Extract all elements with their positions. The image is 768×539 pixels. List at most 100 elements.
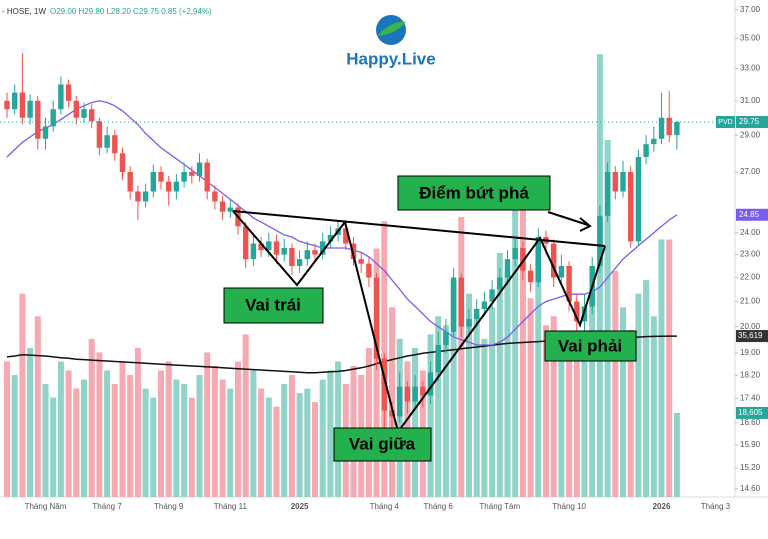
volume-bar: [527, 298, 534, 497]
candle-body: [227, 207, 233, 212]
candle-body: [635, 156, 642, 242]
volume-tag: [736, 406, 768, 419]
candle-body: [112, 135, 118, 154]
candle-body: [150, 172, 156, 192]
volume-bar: [596, 54, 603, 498]
candle-body: [466, 318, 472, 327]
x-tick-label: Tháng 6: [424, 502, 454, 511]
volume-bar: [535, 248, 542, 497]
volume-bar: [635, 293, 642, 497]
x-tick-label: Tháng 11: [214, 502, 248, 511]
candle-body: [489, 289, 495, 302]
volume-bar: [211, 365, 218, 497]
candle-body: [404, 386, 411, 402]
volume-bar: [165, 361, 172, 497]
volume-bar: [519, 207, 526, 497]
candle-body: [666, 117, 672, 136]
annotation-breakout: Điểm bứt phá: [397, 175, 551, 211]
candle-body: [497, 277, 503, 290]
volume-bar: [543, 325, 549, 497]
y-tick-label: 37.00: [740, 5, 761, 14]
logo: Happy.Live: [346, 15, 436, 68]
volume-bar: [50, 397, 57, 497]
volume-bar: [158, 370, 164, 497]
y-tick-label: 21.00: [740, 297, 761, 306]
volume-bar: [104, 370, 111, 497]
x-tick-label: Tháng 4: [370, 502, 400, 511]
volume-bar: [288, 375, 295, 497]
candle-body: [535, 237, 541, 283]
candle-body: [173, 181, 180, 192]
candle-body: [181, 172, 187, 182]
volume-bar: [312, 402, 318, 497]
volume-bar: [558, 347, 565, 497]
candle-body: [366, 263, 372, 278]
candle-body: [420, 386, 426, 396]
logo-text: Happy.Live: [346, 49, 435, 68]
candle-body: [427, 372, 434, 396]
symbol-header: - HOSE, 1W: [2, 7, 46, 16]
candle-body: [296, 259, 303, 266]
candle-body: [4, 100, 10, 110]
x-tick-label: Tháng 7: [92, 502, 122, 511]
candle-body: [135, 191, 141, 202]
candle-body: [258, 243, 264, 251]
candle-body: [389, 410, 395, 417]
annotation-text: Vai phải: [558, 336, 622, 355]
volume-bar: [612, 271, 619, 497]
candle-body: [289, 247, 295, 266]
volume-bar: [450, 280, 457, 497]
annotation-box: [333, 427, 432, 462]
volume-bar: [219, 379, 226, 497]
volume-bar: [673, 412, 680, 497]
volume-bar: [604, 140, 611, 497]
volume-bar: [365, 347, 372, 497]
candle-body: [527, 270, 534, 283]
volume-bar: [442, 325, 449, 497]
candle-body: [651, 138, 657, 145]
candle-body: [127, 172, 133, 192]
volume-bar: [319, 379, 326, 497]
candle-body: [520, 247, 526, 271]
candle-body: [19, 92, 26, 118]
volume-bar: [57, 361, 64, 497]
volume-bar: [19, 293, 26, 497]
volume-bar: [643, 280, 650, 497]
candle-body: [658, 117, 665, 139]
y-tick-label: 17.40: [740, 394, 761, 403]
volume-ma-tag: [736, 330, 768, 343]
candle-body: [250, 243, 257, 260]
volume-bar: [235, 361, 241, 497]
price-tag: [736, 116, 768, 129]
annotation-right: Vai phải: [544, 330, 637, 362]
price-ma-line: [6, 100, 678, 346]
y-tick-label: 35.00: [740, 33, 761, 42]
annotation-text: Vai trái: [245, 295, 301, 314]
series-layer: [4, 53, 680, 498]
candle-body: [674, 122, 680, 136]
candle-body: [196, 162, 203, 176]
volume-bar: [11, 375, 18, 497]
volume-bar: [304, 388, 311, 497]
candle-body: [42, 126, 49, 139]
candle-body: [604, 172, 611, 216]
volume-bar: [650, 316, 657, 497]
y-tick-label: 29.00: [740, 130, 761, 139]
volume-bar: [142, 388, 149, 497]
price-name: PVD: [718, 119, 732, 126]
candle-body: [304, 250, 310, 260]
volume-bar: [427, 334, 434, 497]
volume-bar: [627, 329, 634, 497]
volume-bar: [550, 316, 557, 497]
x-tick-label: Tháng 10: [552, 502, 586, 511]
volume-bar: [581, 343, 588, 497]
volume-bar: [496, 253, 503, 497]
candle-body: [373, 277, 380, 359]
y-tick-label: 23.00: [740, 250, 761, 259]
annotation-box: [397, 175, 551, 211]
neckline: [232, 210, 606, 247]
y-tick-label: 16.60: [740, 418, 761, 427]
candle-body: [273, 241, 280, 255]
candle-body: [158, 172, 164, 182]
volume-bar: [489, 307, 496, 497]
